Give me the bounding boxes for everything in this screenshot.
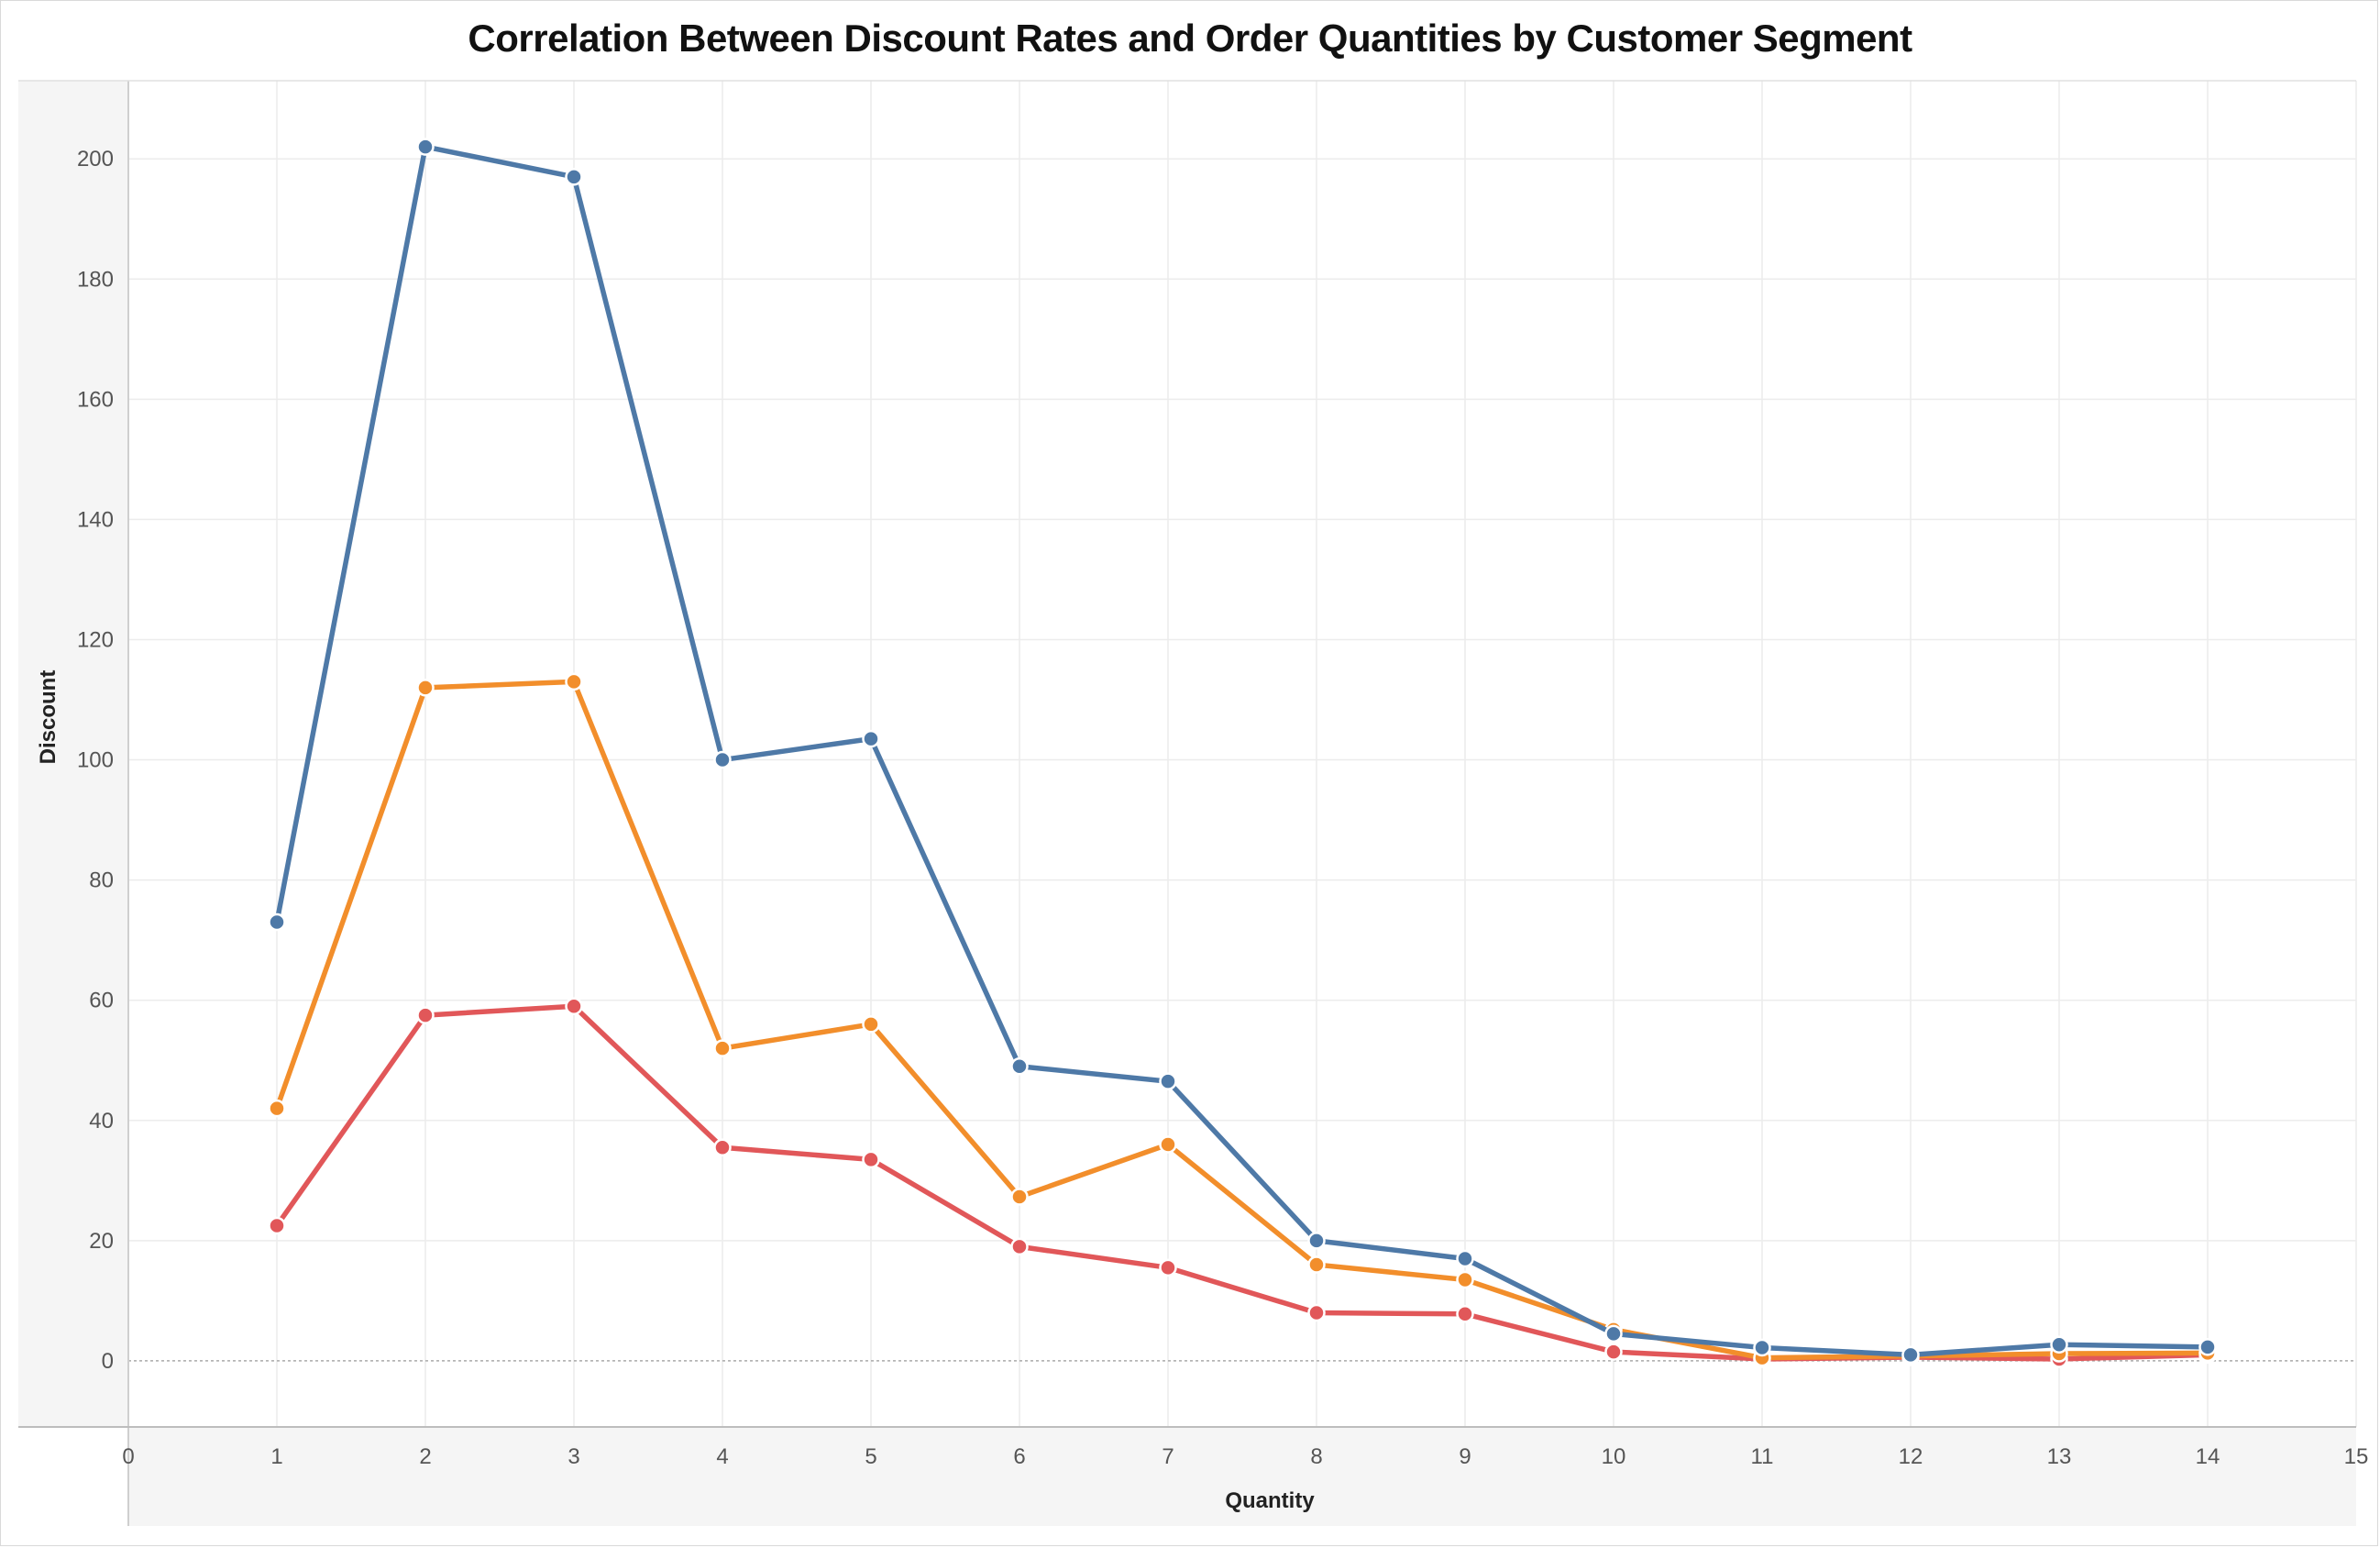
y-tick-label: 60 [89,989,114,1013]
series-2-point [268,1099,286,1118]
series-1-point [1010,1057,1029,1076]
series-3-point [268,1216,286,1235]
series-1-line [274,144,2210,1358]
x-tick-label: 0 [122,1444,134,1469]
y-axis-panel [18,81,128,1427]
series-1-point [416,138,435,156]
x-tick-label: 7 [1162,1444,1173,1469]
series-1-point [1901,1345,1920,1365]
series-3-point [1456,1305,1474,1323]
series-3-point [862,1150,880,1169]
x-tick-label: 11 [1751,1444,1774,1469]
series-1-point [1456,1249,1474,1268]
x-tick-label: 15 [2344,1444,2369,1469]
y-tick-label: 180 [77,267,114,292]
x-tick-label: 14 [2196,1444,2220,1469]
series-3-point [713,1138,732,1157]
series-2-point [1010,1188,1029,1206]
y-tick-label: 120 [77,627,114,652]
x-tick-label: 8 [1310,1444,1322,1469]
x-tick-label: 5 [865,1444,876,1469]
series-1-point [713,750,732,769]
series-2-point [1307,1255,1326,1274]
series-1-point [1307,1232,1326,1250]
series-3-point [565,997,583,1015]
series-2-point [713,1039,732,1057]
series-1-point [1159,1072,1177,1090]
y-tick-label: 80 [89,868,114,893]
series-2-point [565,672,583,691]
series-2-point [1159,1135,1177,1154]
series-1-point [268,912,286,932]
plot-area [128,81,2356,1427]
series-1-point [2050,1335,2068,1354]
series-1-point [862,729,880,748]
x-axis-panel [128,1427,2356,1526]
series-2-line [274,679,2210,1361]
series-1-point [1604,1324,1623,1343]
y-tick-label: 40 [89,1109,114,1133]
y-tick-label: 100 [77,748,114,773]
y-tick-label: 20 [89,1229,114,1254]
y-tick-label: 160 [77,387,114,412]
x-tick-label: 10 [1602,1444,1626,1469]
y-tick-label: 0 [102,1349,114,1374]
x-tick-label: 1 [270,1444,282,1469]
series-1-point [2198,1338,2217,1356]
y-tick-label: 200 [77,147,114,171]
y-tick-label: 140 [77,507,114,532]
x-tick-label: 4 [716,1444,728,1469]
series-3-point [1604,1343,1623,1361]
x-tick-label: 2 [419,1444,431,1469]
x-tick-label: 6 [1013,1444,1025,1469]
y-axis-title: Discount [36,670,61,765]
x-tick-label: 3 [567,1444,579,1469]
series-2-point [416,679,435,697]
series-3-point [1307,1303,1326,1322]
x-tick-label: 9 [1459,1444,1471,1469]
series-2-point [862,1015,880,1034]
series-3-point [1010,1237,1029,1256]
x-tick-label: 12 [1899,1444,1923,1469]
series-1-point [565,168,583,186]
series-3-point [1159,1258,1177,1277]
series-2-point [1456,1270,1474,1289]
series-1-point [1753,1338,1771,1357]
chart-title: Correlation Between Discount Rates and O… [468,17,1912,60]
x-tick-label: 13 [2047,1444,2072,1469]
series-3-point [416,1006,435,1024]
x-axis-title: Quantity [1225,1488,1315,1513]
